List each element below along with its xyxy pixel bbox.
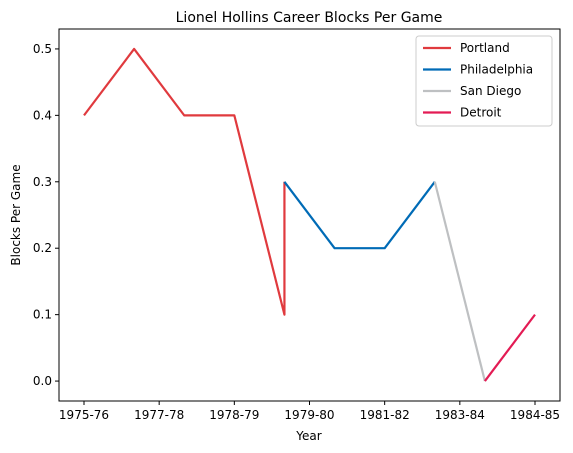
- series-line-san-diego: [433, 181, 486, 382]
- legend-label: Detroit: [460, 106, 502, 120]
- legend-box: [415, 35, 553, 127]
- x-axis-ticks: 1975-76 1977-78 1978-79 1979-80 1981-82 1983-…: [59, 401, 560, 422]
- y-tick-label: 0.4: [33, 108, 52, 122]
- legend: Portland Philadelphia San Diego Detroit: [415, 35, 553, 127]
- x-tick-label: 1977-78: [134, 408, 184, 422]
- x-axis-label: Year: [295, 429, 321, 443]
- x-tick-label: 1979-80: [284, 408, 334, 422]
- x-tick-label: 1984-85: [510, 408, 560, 422]
- x-tick-label: 1975-76: [59, 408, 109, 422]
- legend-label: Philadelphia: [460, 63, 533, 77]
- legend-label: Portland: [460, 41, 510, 55]
- chart-title: Lionel Hollins Career Blocks Per Game: [176, 10, 443, 26]
- x-tick-label: 1981-82: [360, 408, 410, 422]
- legend-label: San Diego: [460, 84, 521, 98]
- y-axis-label: Blocks Per Game: [9, 164, 23, 265]
- x-tick-label: 1983-84: [435, 408, 485, 422]
- series-layer: [83, 47, 536, 382]
- series-line-detroit: [484, 313, 536, 382]
- y-tick-label: 0.2: [33, 241, 52, 255]
- series-line-portland: [83, 47, 286, 316]
- y-axis-ticks: 0.0 0.1 0.2 0.3 0.4 0.5: [33, 42, 59, 388]
- y-tick-label: 0.0: [33, 374, 52, 388]
- y-tick-label: 0.3: [33, 175, 52, 189]
- x-tick-label: 1978-79: [209, 408, 259, 422]
- y-tick-label: 0.5: [33, 42, 52, 56]
- y-tick-label: 0.1: [33, 308, 52, 322]
- series-line-philadelphia: [283, 181, 436, 250]
